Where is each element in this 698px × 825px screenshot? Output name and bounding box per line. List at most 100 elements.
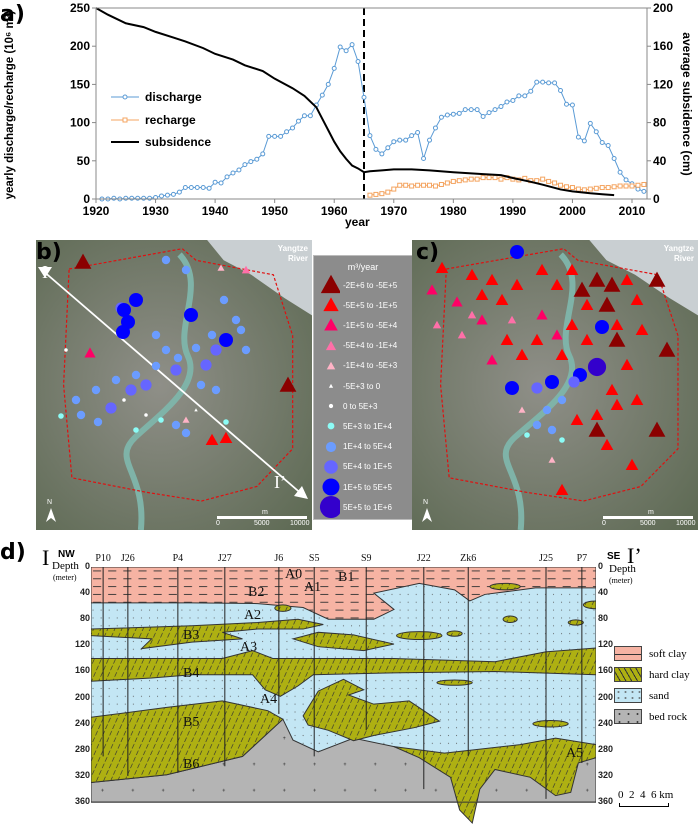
discharge-point [581, 138, 587, 144]
layer-label-a2: A2 [244, 608, 262, 623]
injection-circle-marker [93, 417, 103, 427]
y-tick-label: 250 [70, 1, 90, 15]
hard-clay-lens [533, 720, 568, 727]
section-legend-item: soft clay [614, 646, 687, 661]
depth-tick-right: 360 [598, 796, 614, 807]
discharge-point [522, 93, 528, 99]
discharge-point [284, 129, 290, 135]
north-arrow-icon [46, 508, 56, 522]
north-label: N [423, 499, 429, 506]
discharge-point [468, 107, 474, 113]
section-line-i-i [41, 269, 305, 497]
triangle-symbol-icon [318, 352, 340, 380]
discharge-point [331, 65, 337, 71]
circle-symbol-icon [318, 453, 340, 481]
panel-label-a: a) [0, 2, 25, 27]
discharge-point [224, 174, 230, 180]
discharge-point [480, 113, 486, 119]
huangpu-river [502, 252, 576, 530]
injection-circle-marker [64, 348, 68, 352]
layer-label-a3: A3 [240, 640, 258, 655]
x-axis-label: year [345, 215, 370, 229]
discharge-point [147, 195, 153, 201]
recharge-point [462, 177, 468, 183]
discharge-point [444, 112, 450, 118]
scale-label-10000: 10000 [676, 520, 696, 527]
recharge-point [629, 183, 635, 189]
layer-label-b3: B3 [183, 628, 200, 643]
injection-circle-marker [91, 385, 101, 395]
recharge-point [456, 178, 462, 184]
withdrawal-triangle-marker [625, 458, 639, 471]
legend-label-recharge: recharge [145, 113, 196, 127]
triangle-marker-icon [326, 361, 336, 370]
layer-label-b2: B2 [248, 585, 265, 600]
north-label: N [47, 499, 53, 506]
discharge-point [373, 146, 379, 152]
discharge-point [135, 195, 141, 201]
discharge-point [307, 113, 313, 119]
withdrawal-triangle-marker [495, 293, 509, 306]
withdrawal-triangle-marker [467, 310, 477, 319]
discharge-point [421, 156, 427, 162]
injection-circle-marker [547, 425, 557, 435]
well-label-j6: J6 [274, 553, 284, 564]
injection-circle-marker [211, 385, 221, 395]
discharge-point [176, 189, 182, 195]
x-tick-label: 1940 [202, 204, 229, 218]
recharge-point [409, 183, 415, 189]
depth-tick-left: 280 [74, 743, 90, 754]
discharge-point [200, 185, 206, 191]
withdrawal-triangle-marker [555, 483, 569, 496]
well-label-j27: J27 [217, 553, 232, 564]
map-legend: m³/year -2E+6 to -5E+5 -5E+5 to -1E+5 -1E+… [313, 255, 413, 520]
withdrawal-triangle-marker [605, 383, 619, 396]
depth-tick-right: 160 [598, 665, 614, 676]
section-start-mark: I [42, 545, 50, 570]
depth-tick-left: 160 [74, 665, 90, 676]
withdrawal-triangle-marker [620, 358, 634, 371]
injection-circle-marker [117, 303, 131, 317]
injection-circle-marker [131, 370, 141, 380]
legend-label-subsidence: subsidence [145, 135, 211, 149]
layer-label-a5: A5 [566, 746, 584, 761]
discharge-point [349, 42, 355, 48]
map-legend-label: 5E+5 to 1E+6 [343, 502, 392, 512]
recharge-point [492, 175, 498, 181]
recharge-point [432, 183, 438, 189]
withdrawal-triangle-marker [217, 264, 225, 271]
map-legend-label: 1E+4 to 5E+4 [343, 442, 392, 452]
recharge-point [581, 187, 587, 193]
panel-label-b: b) [36, 240, 62, 265]
legend-marker-discharge [122, 94, 128, 100]
injection-circle-marker [71, 395, 81, 405]
depth-unit-left: (meter) [53, 573, 77, 582]
direction-se: SE [607, 551, 621, 562]
discharge-point [337, 44, 343, 50]
discharge-point [641, 188, 647, 194]
y-axis-label: yearly discharge/recharge (10⁶ m³) [4, 10, 16, 200]
injection-circle-marker [231, 315, 241, 325]
injection-circle-marker [111, 375, 121, 385]
recharge-point [385, 189, 391, 195]
discharge-point [367, 133, 373, 139]
north-arrow-icon [422, 508, 432, 522]
section-start-label: I [42, 262, 48, 282]
map-discharge: Yangtze River N 0 5000 10000 m I I’ [36, 240, 312, 530]
discharge-point [599, 139, 605, 145]
recharge-point [540, 176, 546, 182]
withdrawal-triangle-marker [608, 331, 626, 347]
direction-nw: NW [58, 549, 75, 560]
depth-tick-left: 80 [79, 613, 90, 624]
panel-label-d: d) [0, 540, 26, 565]
recharge-point [474, 176, 480, 182]
map-legend-label: 5E+4 to 1E+5 [343, 462, 392, 472]
injection-circle-marker [158, 417, 164, 423]
discharge-point [474, 107, 480, 113]
triangle-symbol-icon [318, 332, 340, 360]
injection-circle-marker [58, 413, 64, 419]
recharge-point [575, 186, 581, 192]
layer-label-b5: B5 [183, 715, 200, 730]
injection-circle-marker [207, 330, 217, 340]
recharge-point [587, 186, 593, 192]
